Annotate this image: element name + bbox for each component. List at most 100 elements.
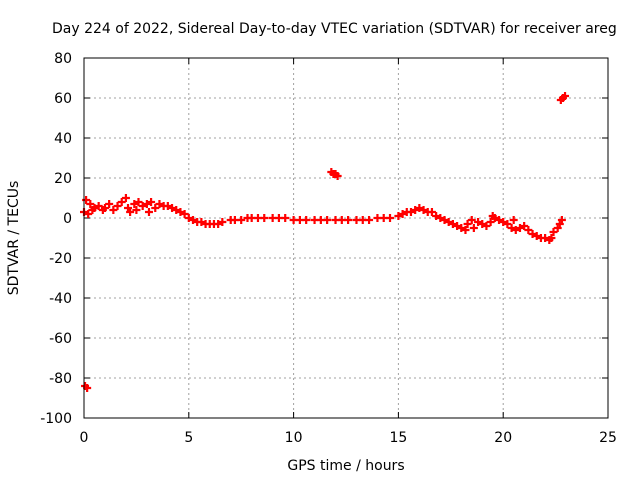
data-point [394,212,403,220]
y-tick-label: -20 [49,251,72,267]
data-point [138,202,147,210]
data-point [184,214,193,222]
data-point [90,204,99,212]
data-point [511,226,520,234]
data-point [180,210,189,218]
y-tick-label: -100 [40,411,72,427]
data-point [440,216,449,224]
data-point [448,220,457,228]
data-point [144,208,153,216]
data-point [444,218,453,226]
data-point [86,200,95,208]
data-point [344,216,353,224]
data-point [134,198,143,206]
data-point [142,200,151,208]
data-point [457,224,466,232]
data-point [469,224,478,232]
data-point [520,222,529,230]
data-point [415,204,424,212]
data-point [528,230,537,238]
y-tick-label: 60 [54,91,72,107]
data-point [130,200,139,208]
x-tick-label: 5 [184,430,193,446]
data-point [126,208,135,216]
data-point [482,222,491,230]
data-point [490,214,499,222]
data-point [100,204,109,212]
data-point [281,214,290,222]
y-tick-label: 0 [63,211,72,227]
data-point [176,208,185,216]
data-point [499,218,508,226]
data-point [547,234,556,242]
y-tick-label: -40 [49,291,72,307]
data-point [214,220,223,228]
y-tick-label: 20 [54,171,72,187]
data-point [109,206,118,214]
data-point [168,204,177,212]
data-point [163,202,172,210]
data-point [561,92,570,100]
x-axis-title: GPS time / hours [287,458,404,474]
data-point [197,218,206,226]
data-point [411,206,420,214]
data-point [147,198,156,206]
data-point [323,216,332,224]
data-point [503,220,512,228]
data-point [509,216,518,224]
data-point [132,206,141,214]
data-point [151,204,160,212]
data-point [524,226,533,234]
data-point [486,218,495,226]
data-point [532,232,541,240]
data-point [82,196,91,204]
data-point [463,220,472,228]
data-point [260,214,269,222]
data-point [105,200,114,208]
data-point [155,200,164,208]
data-point [94,202,103,210]
data-point [333,172,342,180]
data-point [467,216,476,224]
data-point [302,216,311,224]
data-point [478,220,487,228]
data-point [453,222,462,230]
data-point [474,218,483,226]
data-point [557,216,566,224]
x-tick-label: 20 [494,430,512,446]
data-point [419,206,428,214]
data-point [427,208,436,216]
data-point [398,210,407,218]
data-point [218,218,227,226]
data-point [406,208,415,216]
data-point [117,198,126,206]
data-point [121,194,130,202]
data-point [188,216,197,224]
x-tick-label: 0 [80,430,89,446]
x-tick-label: 15 [389,430,407,446]
data-point [507,224,516,232]
data-point [461,226,470,234]
data-point [495,216,504,224]
y-tick-label: -60 [49,331,72,347]
series-sdtvar-band [80,194,566,244]
x-tick-label: 10 [285,430,303,446]
data-point [172,206,181,214]
y-tick-label: 40 [54,131,72,147]
data-point [237,216,246,224]
y-axis-title: SDTVAR / TECUs [6,181,22,296]
x-tick-label: 25 [599,430,617,446]
plot-frame [83,57,609,419]
data-point [549,228,558,236]
chart-title: Day 224 of 2022, Sidereal Day-to-day VTE… [52,21,617,37]
data-point [386,214,395,222]
data-point [113,202,122,210]
data-point [432,212,441,220]
data-point [515,224,524,232]
data-point [365,216,374,224]
y-tick-label: 80 [54,51,72,67]
data-point [436,214,445,222]
axis-ticks: 0 5 10 15 20 25 -100 -80 -60 -40 -20 0 20 40 60 80 [40,51,617,446]
